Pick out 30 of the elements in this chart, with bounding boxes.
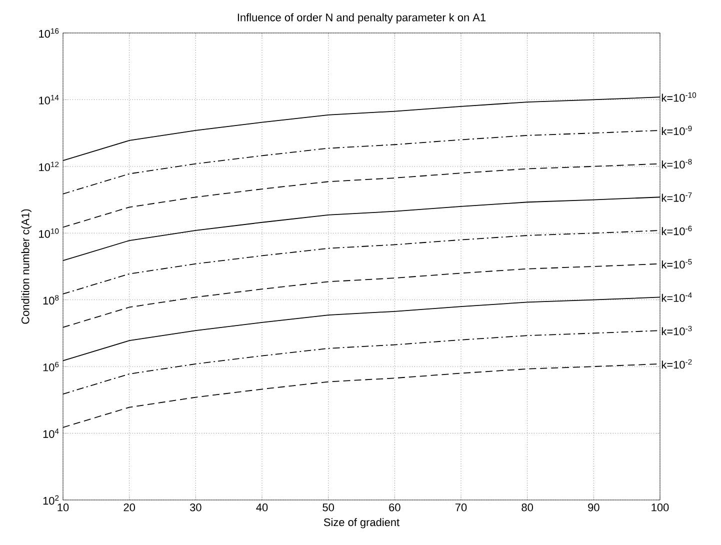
y-tick-label: 10$^{8}$ (43, 295, 59, 305)
series-label: k=10$^{-6}$ (662, 226, 692, 236)
y-tick-label: 10$^{10}$ (39, 228, 59, 238)
series-label: k=10$^{-8}$ (662, 159, 692, 168)
x-axis-title: Size of gradient (324, 518, 400, 528)
x-tick-label: 30 (190, 504, 202, 512)
x-tick-label: 100 (652, 504, 669, 512)
x-tick-label: 70 (455, 504, 467, 512)
x-tick-label: 40 (256, 504, 268, 512)
y-axis-title: Condition number c(A1) (21, 209, 32, 324)
x-tick-label: 90 (588, 504, 600, 512)
series-label: k=10$^{-7}$ (662, 192, 692, 202)
chart-title: Influence of order N and penalty parameter k on A1 (238, 13, 486, 24)
y-tick-label: 10$^{12}$ (39, 162, 59, 172)
y-tick-label: 10$^{6}$ (43, 362, 59, 372)
x-tick-label: 20 (124, 504, 135, 512)
y-tick-label: 10$^{16}$ (39, 28, 59, 38)
series-label: k=10$^{-3}$ (662, 326, 692, 336)
y-tick-label: 10$^{14}$ (39, 95, 59, 104)
x-tick-label: 80 (522, 504, 533, 512)
series-label: k=10$^{-9}$ (662, 126, 692, 136)
series-label: k=10$^{-5}$ (662, 259, 692, 269)
series-label: k=10$^{-4}$ (662, 292, 692, 302)
x-tick-label: 10 (58, 504, 69, 512)
y-tick-label: 10$^{2}$ (43, 495, 59, 505)
series-label: k=10$^{-2}$ (662, 359, 692, 369)
x-tick-label: 50 (322, 504, 334, 512)
series-label: k=10$^{-10}$ (662, 92, 696, 102)
x-tick-label: 60 (389, 504, 400, 512)
y-tick-label: 10$^{4}$ (43, 428, 59, 438)
